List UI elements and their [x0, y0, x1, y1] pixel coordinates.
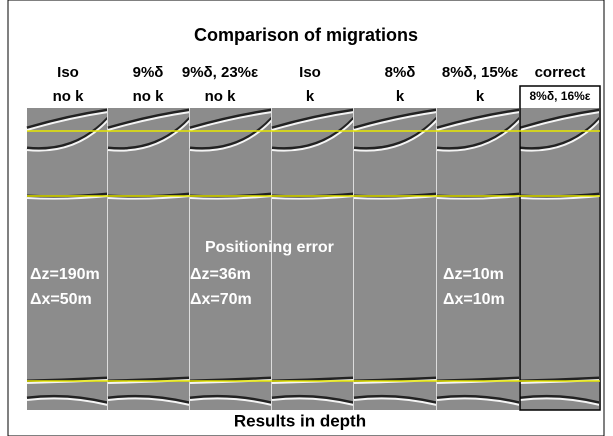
seismic-panel — [190, 108, 272, 410]
annotation: Δx=10m — [443, 291, 505, 308]
column-header: k — [476, 88, 485, 105]
column-header: no k — [205, 88, 236, 105]
seismic-panel — [354, 108, 437, 410]
panels — [27, 108, 600, 410]
figure-title: Comparison of migrations — [194, 25, 418, 45]
column-header: Iso — [57, 64, 79, 81]
column-header: 8%δ — [385, 64, 416, 81]
annotation: Δz=36m — [190, 266, 251, 283]
column-header: 8%δ, 16%ε — [529, 89, 590, 103]
column-header: correct — [535, 64, 586, 81]
seismic-panel — [520, 108, 600, 410]
column-header: 9%δ — [133, 64, 164, 81]
column-header: 9%δ, 23%ε — [182, 64, 258, 81]
annotation: Δx=50m — [30, 291, 92, 308]
seismic-panel — [108, 108, 190, 410]
seismic-panel — [437, 108, 520, 410]
column-header: k — [396, 88, 405, 105]
annotation: Δx=70m — [190, 291, 252, 308]
column-header: 8%δ, 15%ε — [442, 64, 518, 81]
column-header: no k — [133, 88, 164, 105]
figure: Comparison of migrations Iso no k 9%δ no k 9… — [0, 0, 613, 436]
seismic-panel — [272, 108, 354, 410]
column-header: no k — [53, 88, 84, 105]
annotation: Positioning error — [205, 239, 334, 256]
seismic-panel — [27, 108, 108, 410]
annotation: Δz=190m — [30, 266, 100, 283]
annotation: Δz=10m — [443, 266, 504, 283]
column-header: k — [306, 88, 315, 105]
column-header: Iso — [299, 64, 321, 81]
footer: Results in depth — [234, 411, 366, 430]
